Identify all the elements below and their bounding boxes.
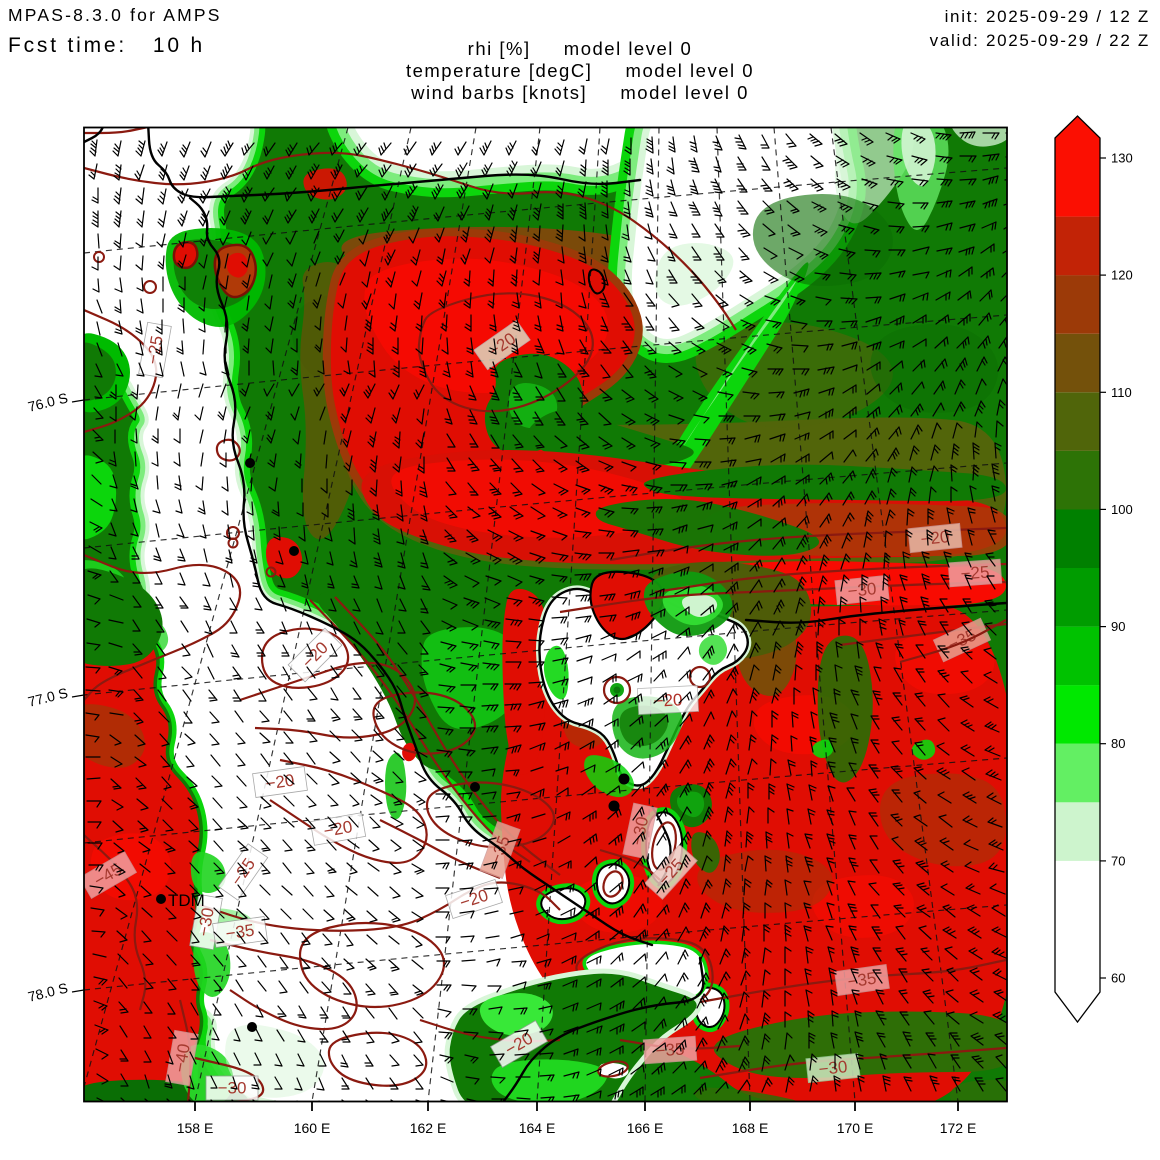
svg-text:−25: −25 <box>960 563 990 584</box>
svg-text:−30: −30 <box>194 906 218 938</box>
svg-text:rhi [%] model level 0: rhi [%] model level 0 <box>468 38 693 59</box>
svg-text:init: 2025-09-29 / 12 Z: init: 2025-09-29 / 12 Z <box>945 7 1150 26</box>
svg-text:wind barbs [knots] model l: wind barbs [knots] model level 0 <box>410 82 749 103</box>
svg-text:−35: −35 <box>846 969 877 992</box>
svg-text:120: 120 <box>1111 268 1133 283</box>
svg-text:−20: −20 <box>322 817 354 841</box>
svg-text:90: 90 <box>1111 619 1125 634</box>
svg-text:−20: −20 <box>264 771 295 794</box>
svg-text:MPAS-8.3.0 for AMPS: MPAS-8.3.0 for AMPS <box>8 5 222 25</box>
svg-text:−20: −20 <box>653 690 683 710</box>
svg-text:valid: 2025-09-29 / 22 Z: valid: 2025-09-29 / 22 Z <box>930 31 1150 50</box>
svg-text:−35: −35 <box>224 921 255 944</box>
svg-text:166 E: 166 E <box>627 1120 664 1136</box>
svg-text:162 E: 162 E <box>410 1120 447 1136</box>
svg-text:168 E: 168 E <box>732 1120 769 1136</box>
svg-text:60: 60 <box>1111 971 1125 986</box>
svg-text:130: 130 <box>1111 151 1133 166</box>
svg-text:170 E: 170 E <box>837 1120 874 1136</box>
svg-text:110: 110 <box>1111 385 1132 400</box>
svg-text:−30: −30 <box>818 1057 849 1079</box>
svg-text:164 E: 164 E <box>519 1120 556 1136</box>
svg-text:−40: −40 <box>170 1042 194 1074</box>
svg-text:Fcst time: 10 h: Fcst time: 10 h <box>8 34 205 57</box>
svg-text:160 E: 160 E <box>294 1120 331 1136</box>
svg-text:158 E: 158 E <box>177 1120 214 1136</box>
svg-text:100: 100 <box>1111 502 1133 517</box>
svg-text:temperature [degC] model l: temperature [degC] model level 0 <box>406 60 754 81</box>
svg-text:80: 80 <box>1111 736 1125 751</box>
svg-text:70: 70 <box>1111 853 1125 868</box>
svg-text:172 E: 172 E <box>940 1120 977 1136</box>
